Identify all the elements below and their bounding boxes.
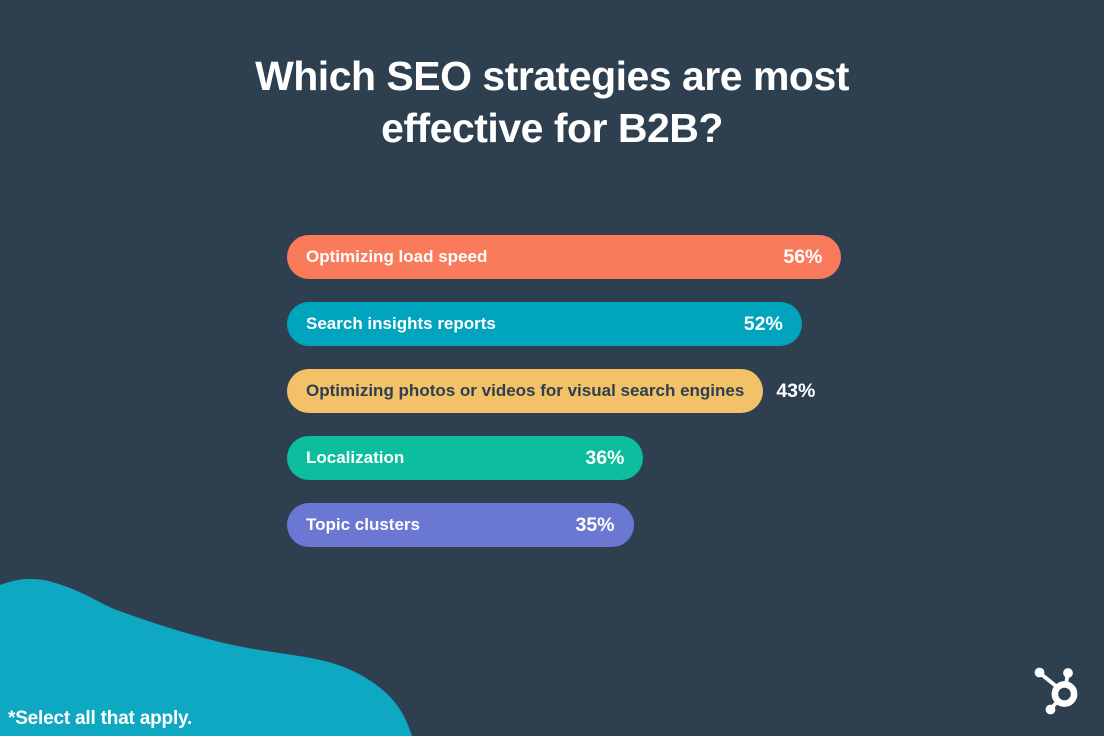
bar-label: Optimizing load speed [306,247,488,266]
hubspot-sprocket-icon [1034,667,1078,715]
bar-chart: Optimizing load speed 56% Search insight… [287,235,842,570]
bar-value: 56% [783,245,823,268]
bar-row: Topic clusters 35% [287,503,841,547]
page-title: Which SEO strategies are most effective … [255,53,849,151]
bar-localization: Localization 36% [287,436,644,480]
bar-label: Optimizing photos or videos for visual s… [306,381,745,400]
teal-wave-blob-shape [0,578,412,736]
bar-row: Optimizing load speed 56% [287,235,842,279]
bar-value: 36% [585,446,625,469]
bar-label: Search insights reports [306,314,496,333]
bar-search-insights-reports: Search insights reports 52% [287,302,802,346]
bar-value: 43% [776,379,816,402]
bar-optimizing-load-speed: Optimizing load speed 56% [287,235,842,279]
bar-topic-clusters: Topic clusters 35% [287,503,634,547]
bar-label: Topic clusters [306,515,420,534]
bar-value: 35% [575,513,615,536]
bar-optimizing-photos-videos: Optimizing photos or videos for visual s… [287,369,764,413]
bar-row: Localization 36% [287,436,841,480]
bar-value: 52% [743,312,783,335]
footnote: *Select all that apply. [8,708,193,729]
bar-label: Localization [306,448,405,467]
bar-row: Optimizing photos or videos for visual s… [287,369,841,413]
bar-row: Search insights reports 52% [287,302,841,346]
